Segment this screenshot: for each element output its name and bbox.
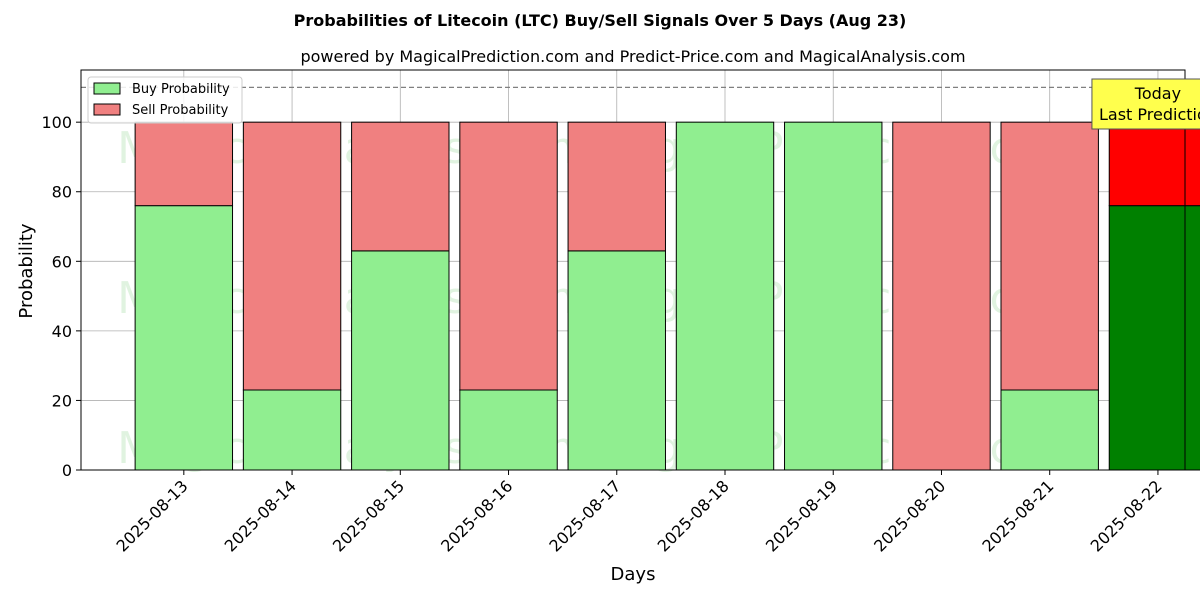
legend-label-sell: Sell Probability — [132, 103, 229, 118]
buy-bar — [351, 250, 450, 471]
annotation-box — [1091, 78, 1200, 130]
buy-bar — [459, 389, 558, 471]
sell-bar — [567, 121, 666, 252]
x-tick-label: 2025-08-15 — [329, 476, 408, 555]
today-annotation: Today Last Prediction — [1091, 78, 1200, 130]
chart-title: Probabilities of Litecoin (LTC) Buy/Sell… — [294, 11, 907, 30]
legend-box — [87, 76, 243, 124]
buy-bar — [1000, 389, 1099, 471]
sell-bar — [134, 121, 234, 207]
y-tick-label: 100 — [41, 113, 72, 132]
y-tick-label: 20 — [52, 391, 72, 410]
plot-frame — [80, 69, 1186, 471]
x-tick-label: 2025-08-21 — [978, 476, 1057, 555]
buy-bar — [242, 389, 342, 471]
sell-bar — [242, 121, 342, 391]
x-tick-label: 2025-08-17 — [545, 476, 624, 555]
buy-bar — [134, 205, 234, 471]
chart-subtitle: powered by MagicalPrediction.com and Pre… — [300, 47, 965, 66]
x-tick-label: 2025-08-18 — [654, 476, 733, 555]
sell-bar — [892, 121, 991, 471]
x-tick-label: 2025-08-20 — [870, 476, 949, 555]
bars — [134, 121, 1200, 471]
buy-bar — [784, 121, 883, 471]
x-axis-title: Days — [611, 564, 656, 585]
x-tick-label: 2025-08-13 — [112, 476, 191, 555]
buy-bar — [675, 121, 775, 471]
y-axis-title: Probability — [16, 223, 37, 318]
sell-bar — [351, 121, 450, 252]
sell-bar — [1108, 121, 1200, 207]
y-tick-label: 0 — [62, 461, 72, 480]
x-tick-label: 2025-08-22 — [1087, 476, 1166, 555]
legend-swatch-sell — [93, 103, 121, 116]
annotation-today-text: Today — [1134, 84, 1181, 103]
x-tick-label: 2025-08-16 — [437, 476, 516, 555]
sell-bar — [1000, 121, 1099, 391]
sell-bar — [459, 121, 558, 391]
annotation-last-prediction-text: Last Prediction — [1099, 105, 1200, 124]
legend-label-buy: Buy Probability — [132, 82, 230, 97]
x-tick-label: 2025-08-19 — [762, 476, 841, 555]
x-tick-label: 2025-08-14 — [221, 476, 300, 555]
y-tick-label: 40 — [52, 322, 72, 341]
y-tick-label: 80 — [52, 183, 72, 202]
legend-swatch-buy — [93, 82, 121, 95]
legend: Buy Probability Sell Probability — [87, 76, 243, 124]
buy-bar — [1108, 205, 1200, 471]
buy-bar — [567, 250, 666, 471]
y-tick-label: 60 — [52, 252, 72, 271]
